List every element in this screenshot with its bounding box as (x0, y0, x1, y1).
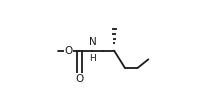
Text: O: O (75, 74, 84, 84)
Text: H: H (89, 54, 96, 63)
Text: N: N (89, 37, 96, 47)
Text: O: O (64, 46, 73, 56)
